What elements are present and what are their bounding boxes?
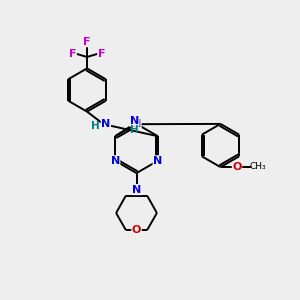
Text: N: N <box>101 118 110 129</box>
Text: N: N <box>130 116 139 126</box>
Text: N: N <box>132 184 141 195</box>
Text: F: F <box>98 49 105 58</box>
Text: O: O <box>132 225 141 235</box>
Text: N: N <box>132 119 141 129</box>
Text: F: F <box>83 37 91 47</box>
Text: CH₃: CH₃ <box>249 162 266 171</box>
Text: H: H <box>91 121 100 131</box>
Text: N: N <box>153 156 162 166</box>
Text: N: N <box>111 156 120 166</box>
Text: F: F <box>69 49 76 58</box>
Text: O: O <box>232 162 242 172</box>
Text: H: H <box>130 124 139 135</box>
